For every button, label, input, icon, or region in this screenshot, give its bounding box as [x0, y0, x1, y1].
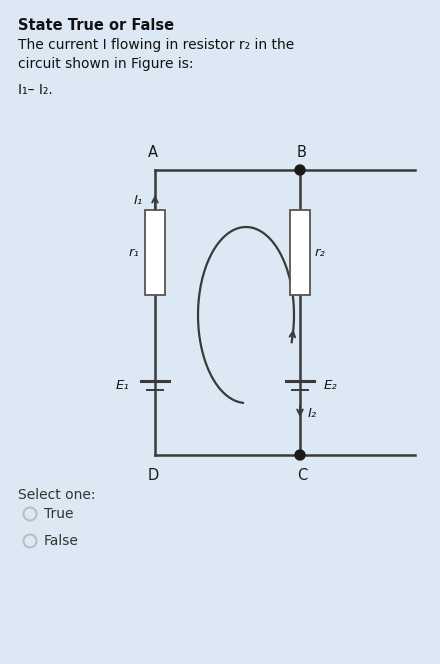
- Text: C: C: [297, 468, 307, 483]
- Circle shape: [25, 535, 36, 546]
- Circle shape: [22, 533, 37, 548]
- Circle shape: [25, 509, 36, 519]
- Text: E₁: E₁: [115, 378, 129, 392]
- Text: E₂: E₂: [324, 378, 338, 392]
- Text: D: D: [147, 468, 159, 483]
- Bar: [145, 210, 165, 295]
- Text: False: False: [44, 534, 79, 548]
- Text: State True or False: State True or False: [18, 18, 174, 33]
- Text: I₂: I₂: [308, 406, 317, 420]
- Text: True: True: [44, 507, 73, 521]
- Bar: [290, 210, 310, 295]
- Text: r₁: r₁: [128, 246, 139, 259]
- Text: r₂: r₂: [315, 246, 326, 259]
- Text: Select one:: Select one:: [18, 488, 95, 502]
- Text: I₁: I₁: [134, 193, 143, 207]
- Text: I₁– I₂.: I₁– I₂.: [18, 83, 53, 97]
- Text: The current I flowing in resistor r₂ in the
circuit shown in Figure is:: The current I flowing in resistor r₂ in …: [18, 38, 294, 71]
- Circle shape: [295, 450, 305, 460]
- Text: A: A: [148, 145, 158, 160]
- Circle shape: [22, 507, 37, 521]
- Circle shape: [295, 165, 305, 175]
- Text: B: B: [297, 145, 307, 160]
